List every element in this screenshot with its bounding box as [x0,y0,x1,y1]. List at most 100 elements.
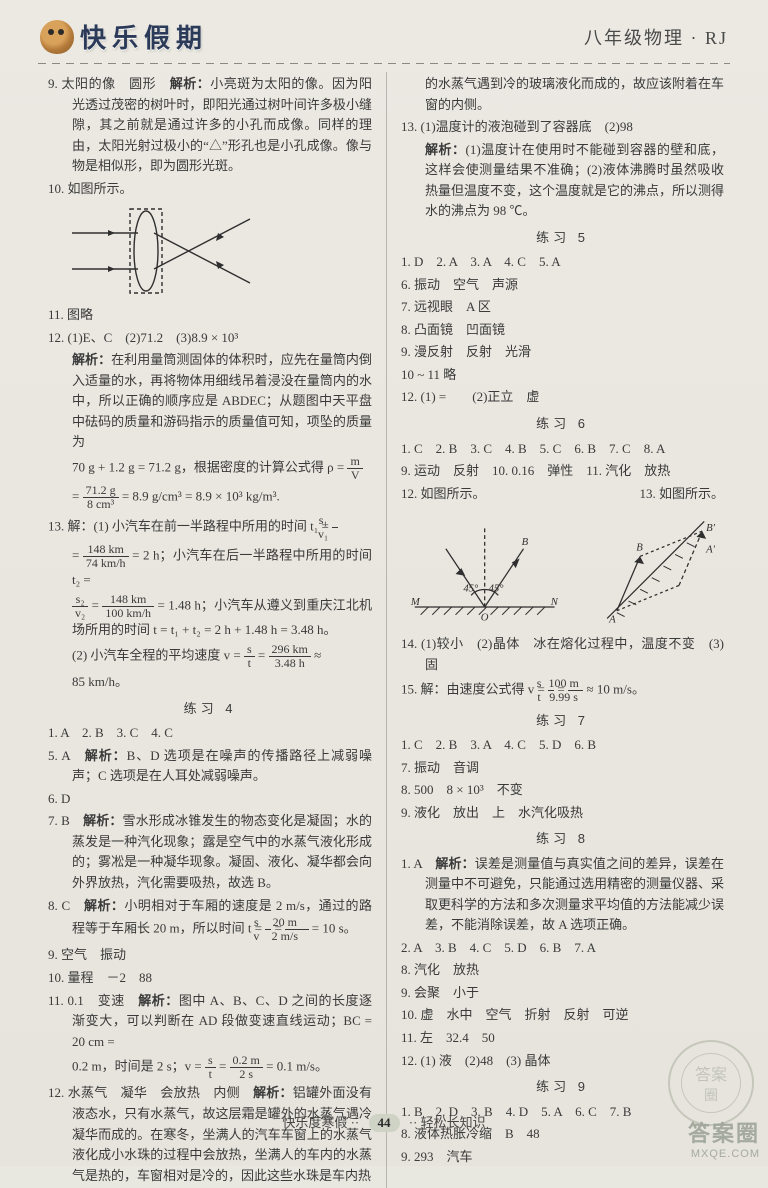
q12-exp: 解析：在利用量筒测固体的体积时，应先在量筒内倒入适量的水，再将物体用细线吊着浸没… [48,350,372,453]
right-column: 的水蒸气遇到冷的玻璃液化而成的，故应该附着在车窗的内侧。 13. (1)温度计的… [386,72,734,1188]
diagram-12: M N O B 45° 45° [407,518,562,628]
svg-text:A′: A′ [706,544,717,556]
q12a: 12. (1)E、C (2)71.2 (3)8.9 × 10³ [48,328,372,349]
frac-296-348: 296 km3.48 h [269,643,311,670]
ex8-title: 练习 8 [401,829,724,850]
q9-label: 9. [48,76,58,91]
ex4-11: 11. 0.1 变速 解析：图中 A、B、C、D 之间的长度逐渐变大，可以判断在… [48,991,372,1053]
q12-line2: 70 g + 1.2 g = 71.2 g，根据密度的计算公式得 ρ = mV [48,455,372,482]
footer-right: 轻松长知识 [421,1115,486,1130]
q13-lead-text: 13. 解：(1) 小汽车在前一半路程中所用的时间 t₁ = [48,518,332,533]
header-divider [38,63,730,64]
ex7-9: 9. 液化 放出 上 水汽化吸热 [401,803,724,824]
q9: 9. 太阳的像 圆形 解析：小亮斑为太阳的像。因为阳光透过茂密的树叶时，即阳光通… [48,74,372,177]
header-left: 快乐假期 [40,18,208,55]
watermark-brand: 答案圈 [688,1116,760,1148]
frac-02-2: 0.2 m2 s [230,1054,263,1081]
ex5-10: 10 ~ 11 略 [401,365,724,386]
stamp-icon: 答案圈 [668,1040,754,1126]
page-header: 快乐假期 八年级物理 · RJ [0,0,768,59]
frac-s1-v1: s₁v₁ [332,514,338,541]
title-badge: 快乐假期 [80,18,208,55]
q12-line2-pre: 70 g + 1.2 g = 71.2 g，根据密度的计算公式得 ρ = [72,460,347,475]
q9-bold: 解析： [170,76,211,91]
ex5-8: 8. 凸面镜 凹面镜 [401,320,724,341]
q12-line3-pre: = [72,489,83,504]
q13-l2: = 148 km74 km/h = 2 h；小汽车在后一半路程中所用的时间 t₂… [48,543,372,591]
ex8-10: 10. 虚 水中 空气 折射 反射 可逆 [401,1005,724,1026]
ex4-10: 10. 量程 －2 88 [48,968,372,989]
svg-text:B′: B′ [707,522,717,534]
frac-71-8: 71.2 g8 cm³ [83,484,119,511]
ex5-7: 7. 远视眼 A 区 [401,297,724,318]
ex5-9: 9. 漫反射 反射 光滑 [401,342,724,363]
watermark: 答案圈 MXQE.COM [688,1116,760,1160]
ex6-14: 14. (1)较小 (2)晶体 冰在熔化过程中，温度不变 (3)固 [401,634,724,675]
ex4-12: 12. 水蒸气 凝华 会放热 内侧 解析：铝罐外面没有液态水，只有水蒸气，故这层… [48,1083,372,1186]
frac-148-100: 148 km100 km/h [102,593,154,620]
ex4-8: 8. C 解析：小明相对于车厢的速度是 2 m/s，通过的路程等于车厢长 20 … [48,896,372,944]
r-cont: 的水蒸气遇到冷的玻璃液化而成的，故应该附着在车窗的内侧。 [401,74,724,115]
frac-20-2: 20 m2 m/s [285,916,308,943]
svg-text:A: A [608,613,616,625]
frac-s-v: sv [265,916,271,943]
svg-text:M: M [410,596,421,608]
frac-s-t: st [244,643,255,670]
ex5-1: 1. D 2. A 3. A 4. C 5. A [401,252,724,273]
ex6-15: 15. 解：由速度公式得 v = st = 100 m9.99 s ≈ 10 m… [401,677,724,704]
svg-text:B: B [522,536,529,548]
ex7-1: 1. C 2. B 3. A 4. C 5. D 6. B [401,735,724,756]
page-footer: 快乐度寒假 ·· 44 ·· 轻松长知识 [0,1112,768,1132]
frac-s2-v2: s₂v₂ [72,593,88,620]
ex8-8: 8. 汽化 放热 [401,960,724,981]
svg-text:N: N [550,596,559,608]
content-columns: 9. 太阳的像 圆形 解析：小亮斑为太阳的像。因为阳光透过茂密的树叶时，即阳光通… [0,72,768,1188]
ex5-title: 练习 5 [401,228,724,249]
ex4-1: 1. A 2. B 3. C 4. C [48,723,372,744]
frac-m-v: mV [347,455,362,482]
left-column: 9. 太阳的像 圆形 解析：小亮斑为太阳的像。因为阳光透过茂密的树叶时，即阳光通… [38,72,386,1188]
q12-line3: = 71.2 g8 cm³ = 8.9 g/cm³ = 8.9 × 10³ kg… [48,484,372,511]
svg-text:B: B [637,542,644,554]
r13-body: 解析：(1)温度计在使用时不能碰到容器的壁和底，这样会使测量结果不准确；(2)液… [401,140,724,222]
frac-148-74: 148 km74 km/h [83,543,129,570]
q13-l5: 85 km/h。 [48,672,372,693]
ex6-9: 9. 运动 反射 10. 0.16 弹性 11. 汽化 放热 [401,461,724,482]
ex4-11-l2: 0.2 m，时间是 2 s；v = st = 0.2 m2 s = 0.1 m/… [48,1054,372,1081]
ex6-12: 12. 如图所示。 [401,484,486,505]
diagram-pair: M N O B 45° 45° [407,508,724,628]
q11: 11. 图略 [48,305,372,326]
ex4-6: 6. D [48,789,372,810]
subject-label: 八年级物理 · RJ [584,24,728,50]
ex7-title: 练习 7 [401,711,724,732]
r13a: 13. (1)温度计的液泡碰到了容器底 (2)98 [401,117,724,138]
mascot-icon [40,20,74,54]
ex7-7: 7. 振动 音调 [401,758,724,779]
ex6-13: 13. 如图所示。 [639,484,724,505]
q13-l3: s₂v₂ = 148 km100 km/h = 1.48 h；小汽车从遵义到重庆… [48,593,372,641]
ex4-7: 7. B 解析：雪水形成冰锥发生的物态变化是凝固；水的蒸发是一种汽化现象；露是空… [48,811,372,893]
ex7-8: 8. 500 8 × 10³ 不变 [401,780,724,801]
q13-l4: (2) 小汽车全程的平均速度 v = st = 296 km3.48 h ≈ [48,643,372,670]
svg-text:45°: 45° [463,583,479,595]
q12-line3-post: = 8.9 g/cm³ = 8.9 × 10³ kg/m³. [122,489,280,504]
q12-exp-body: 在利用量筒测固体的体积时，应先在量筒内倒入适量的水，再将物体用细线吊着浸没在量筒… [72,352,372,449]
diagram-13: A B B′ A′ [578,508,724,628]
q13-lead: 13. 解：(1) 小汽车在前一半路程中所用的时间 t₁ = s₁v₁ [48,514,372,541]
frac-s-t2: st [205,1054,216,1081]
svg-text:O: O [481,612,489,624]
q12-exp-bold: 解析： [72,352,111,367]
diagram-10 [68,203,372,299]
ex6-1: 1. C 2. B 3. C 4. B 5. C 6. B 7. C 8. A [401,439,724,460]
frac-100-999: 100 m9.99 s [568,677,583,704]
ex8-9: 9. 会聚 小于 [401,983,724,1004]
page-number: 44 [369,1114,400,1132]
footer-left: 快乐度寒假 [282,1115,347,1130]
ex4-title: 练习 4 [48,699,372,720]
ex4-5: 5. A 解析：B、D 选项是在噪声的传播路径上减弱噪声；C 选项是在人耳处减弱… [48,746,372,787]
watermark-site: MXQE.COM [688,1148,760,1160]
svg-text:45°: 45° [489,583,505,595]
ex4-9: 9. 空气 振动 [48,945,372,966]
ex5-12: 12. (1) = (2)正立 虚 [401,387,724,408]
ex8-1: 1. A 解析：误差是测量值与真实值之间的差异，误差在测量中不可避免，只能通过选… [401,854,724,936]
